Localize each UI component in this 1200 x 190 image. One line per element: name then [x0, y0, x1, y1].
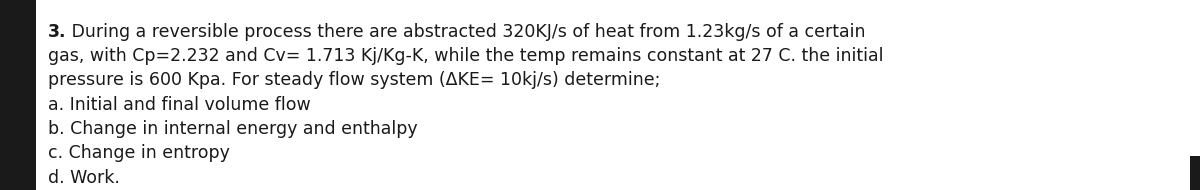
Text: During a reversible process there are abstracted 320KJ/s of heat from 1.23kg/s o: During a reversible process there are ab… [66, 23, 866, 41]
Bar [1190, 156, 1200, 190]
Text: pressure is 600 Kpa. For steady flow system (ΔKE= 10kj/s) determine;: pressure is 600 Kpa. For steady flow sys… [48, 71, 660, 89]
Text: c. Change in entropy: c. Change in entropy [48, 144, 230, 162]
Text: d. Work.: d. Work. [48, 169, 120, 187]
Text: b. Change in internal energy and enthalpy: b. Change in internal energy and enthalp… [48, 120, 418, 138]
Text: gas, with Cp=2.232 and Cv= 1.713 Kj/Kg-K, while the temp remains constant at 27 : gas, with Cp=2.232 and Cv= 1.713 Kj/Kg-K… [48, 47, 883, 65]
Text: a. Initial and final volume flow: a. Initial and final volume flow [48, 96, 311, 114]
Text: 3.: 3. [48, 23, 66, 41]
Bar [0, 0, 36, 190]
